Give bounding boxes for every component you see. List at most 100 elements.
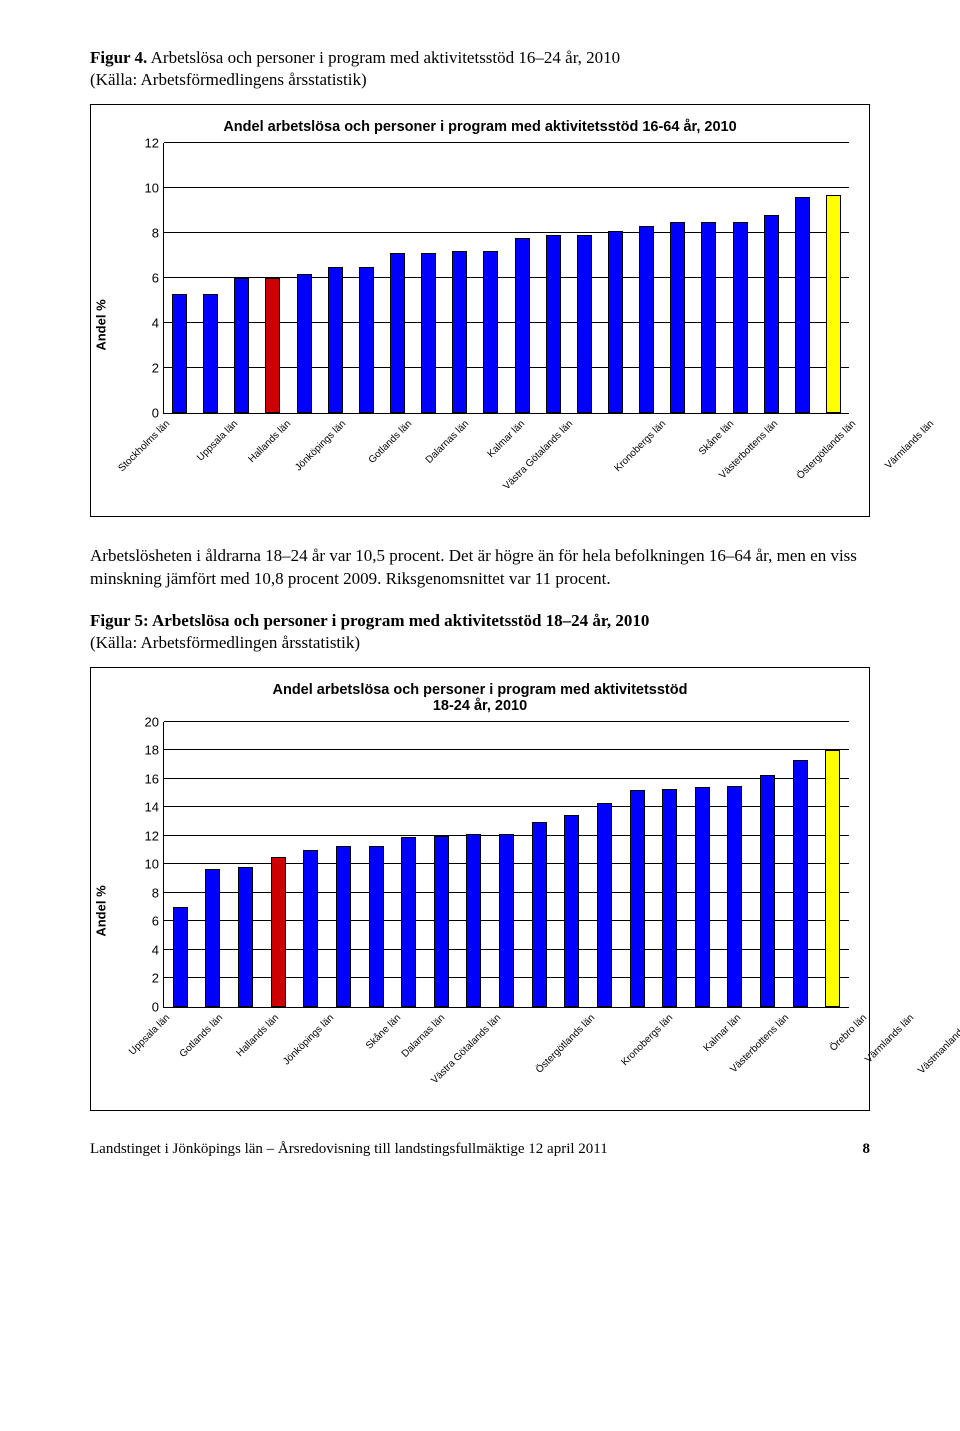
chart-ytick: 16 [145, 771, 159, 786]
chart-xtick: Värmlands län [863, 1012, 908, 1057]
chart-bar-slot [621, 722, 654, 1007]
chart-ytick: 2 [152, 971, 159, 986]
chart-bar-slot [229, 722, 262, 1007]
figure4-label: Figur 4. [90, 48, 147, 67]
chart-bar-slot [226, 143, 257, 413]
chart1-ylabel: Andel % [94, 299, 109, 350]
chart-bar-slot [719, 722, 752, 1007]
chart-bar [662, 789, 677, 1007]
chart-bar-slot [295, 722, 328, 1007]
chart-bar-slot [631, 143, 662, 413]
chart-bar [793, 760, 808, 1007]
chart-bar-slot [817, 722, 850, 1007]
chart-ytick: 8 [152, 885, 159, 900]
chart-bar [173, 907, 188, 1007]
chart2-title: Andel arbetslösa och personer i program … [111, 682, 849, 714]
page-footer: Landstinget i Jönköpings län – Årsredovi… [90, 1141, 870, 1158]
chart-bar [359, 267, 374, 413]
chart-bar [546, 235, 561, 413]
chart-bar [826, 195, 841, 413]
chart-bar [532, 822, 547, 1007]
chart-bar-slot [458, 722, 491, 1007]
chart-bar-slot [686, 722, 719, 1007]
chart-ytick: 6 [152, 914, 159, 929]
chart-bar-slot [289, 143, 320, 413]
chart-bar [328, 267, 343, 413]
chart-ytick: 6 [152, 271, 159, 286]
chart-ytick: 2 [152, 361, 159, 376]
chart-ytick: 12 [145, 828, 159, 843]
chart-bar [271, 857, 286, 1007]
chart-bar [499, 834, 514, 1006]
chart2-frame: Andel arbetslösa och personer i program … [90, 667, 870, 1111]
chart-ytick: 0 [152, 999, 159, 1014]
paragraph-unemployment: Arbetslösheten i åldrarna 18–24 år var 1… [90, 545, 870, 591]
chart-bar-slot [351, 143, 382, 413]
chart-bar [727, 786, 742, 1007]
figure5-label: Figur 5: Arbetslösa och personer i progr… [90, 611, 649, 630]
chart-bar [434, 836, 449, 1007]
chart-bar [483, 251, 498, 413]
chart-bar [369, 846, 384, 1007]
footer-text: Landstinget i Jönköpings län – Årsredovi… [90, 1141, 608, 1157]
chart-bar [577, 235, 592, 413]
chart-bar [466, 834, 481, 1006]
chart-bar-slot [588, 722, 621, 1007]
chart-bar-slot [327, 722, 360, 1007]
chart-bar-slot [556, 722, 589, 1007]
chart-bar-slot [195, 143, 226, 413]
chart-bar-slot [197, 722, 230, 1007]
chart-bar [670, 222, 685, 413]
chart-bar [303, 850, 318, 1007]
chart-ytick: 12 [145, 136, 159, 151]
chart1-title: Andel arbetslösa och personer i program … [111, 119, 849, 135]
figure4-source: (Källa: Arbetsförmedlingens årsstatistik… [90, 70, 870, 90]
chart-xtick: Västmanlands län [916, 1012, 960, 1068]
chart-bar [733, 222, 748, 413]
chart-bar-slot [653, 722, 686, 1007]
chart-bar-slot [413, 143, 444, 413]
chart2-plot [163, 722, 849, 1008]
chart2-yaxis: 02468101214161820 [139, 722, 163, 1007]
chart-ytick: 10 [145, 181, 159, 196]
chart-bar [238, 867, 253, 1007]
chart-bar-slot [751, 722, 784, 1007]
chart2-ylabel: Andel % [94, 885, 109, 936]
figure4-rest: Arbetslösa och personer i program med ak… [147, 48, 620, 67]
chart-bar [205, 869, 220, 1007]
chart1-plot [163, 143, 849, 414]
chart-bar [401, 837, 416, 1007]
chart-bar [265, 278, 280, 413]
figure4-heading: Figur 4. Arbetslösa och personer i progr… [90, 48, 870, 68]
chart-bar [795, 197, 810, 413]
chart-bar-slot [360, 722, 393, 1007]
chart-bar [630, 790, 645, 1007]
chart-bar-slot [662, 143, 693, 413]
chart-bar-slot [523, 722, 556, 1007]
chart-ytick: 14 [145, 800, 159, 815]
chart-bar [564, 815, 579, 1007]
chart1-bars [164, 143, 849, 413]
chart-ytick: 20 [145, 714, 159, 729]
chart-bar-slot [444, 143, 475, 413]
chart-bar-slot [538, 143, 569, 413]
chart-xtick: Värmlands län [884, 418, 929, 463]
footer-page-number: 8 [863, 1141, 871, 1158]
chart-bar [608, 231, 623, 413]
chart-bar-slot [756, 143, 787, 413]
chart-bar-slot [164, 722, 197, 1007]
chart-bar-slot [475, 143, 506, 413]
chart2-bars [164, 722, 849, 1007]
chart-ytick: 8 [152, 226, 159, 241]
chart-bar-slot [262, 722, 295, 1007]
chart-bar [515, 238, 530, 414]
chart-bar-slot [569, 143, 600, 413]
chart-bar [203, 294, 218, 413]
chart-bar-slot [787, 143, 818, 413]
chart-ytick: 4 [152, 942, 159, 957]
chart-bar-slot [693, 143, 724, 413]
figure5-source: (Källa: Arbetsförmedlingen årsstatistik) [90, 633, 870, 653]
chart1-area: Andel % 024681012 Stockholms länUppsala … [111, 143, 849, 506]
chart-bar [597, 803, 612, 1007]
chart-ytick: 4 [152, 316, 159, 331]
